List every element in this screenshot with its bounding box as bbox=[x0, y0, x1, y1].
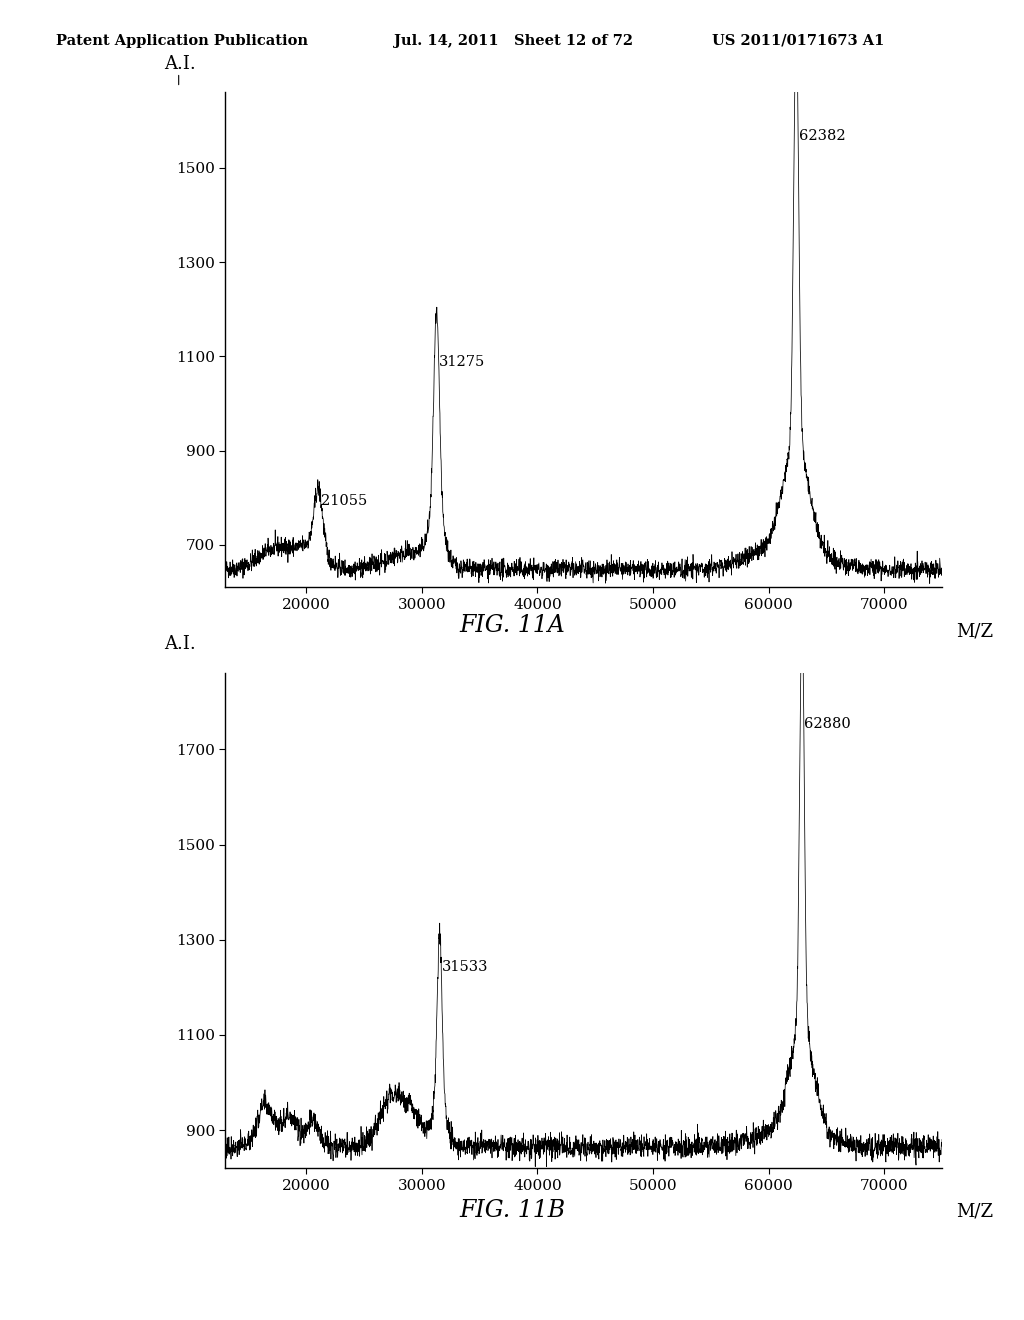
Text: A.I.: A.I. bbox=[164, 635, 197, 653]
Text: 31533: 31533 bbox=[442, 960, 488, 974]
Text: US 2011/0171673 A1: US 2011/0171673 A1 bbox=[712, 33, 884, 48]
Text: 31275: 31275 bbox=[439, 355, 485, 370]
Text: 62880: 62880 bbox=[804, 717, 851, 731]
Text: FIG. 11A: FIG. 11A bbox=[459, 614, 565, 636]
Text: FIG. 11B: FIG. 11B bbox=[459, 1199, 565, 1221]
Text: 62382: 62382 bbox=[799, 129, 845, 143]
Text: A.I.: A.I. bbox=[164, 54, 197, 73]
Text: Patent Application Publication: Patent Application Publication bbox=[56, 33, 308, 48]
Text: 21055: 21055 bbox=[321, 494, 367, 508]
Text: M/Z: M/Z bbox=[956, 622, 993, 640]
Text: Jul. 14, 2011   Sheet 12 of 72: Jul. 14, 2011 Sheet 12 of 72 bbox=[394, 33, 634, 48]
Text: M/Z: M/Z bbox=[956, 1203, 993, 1221]
